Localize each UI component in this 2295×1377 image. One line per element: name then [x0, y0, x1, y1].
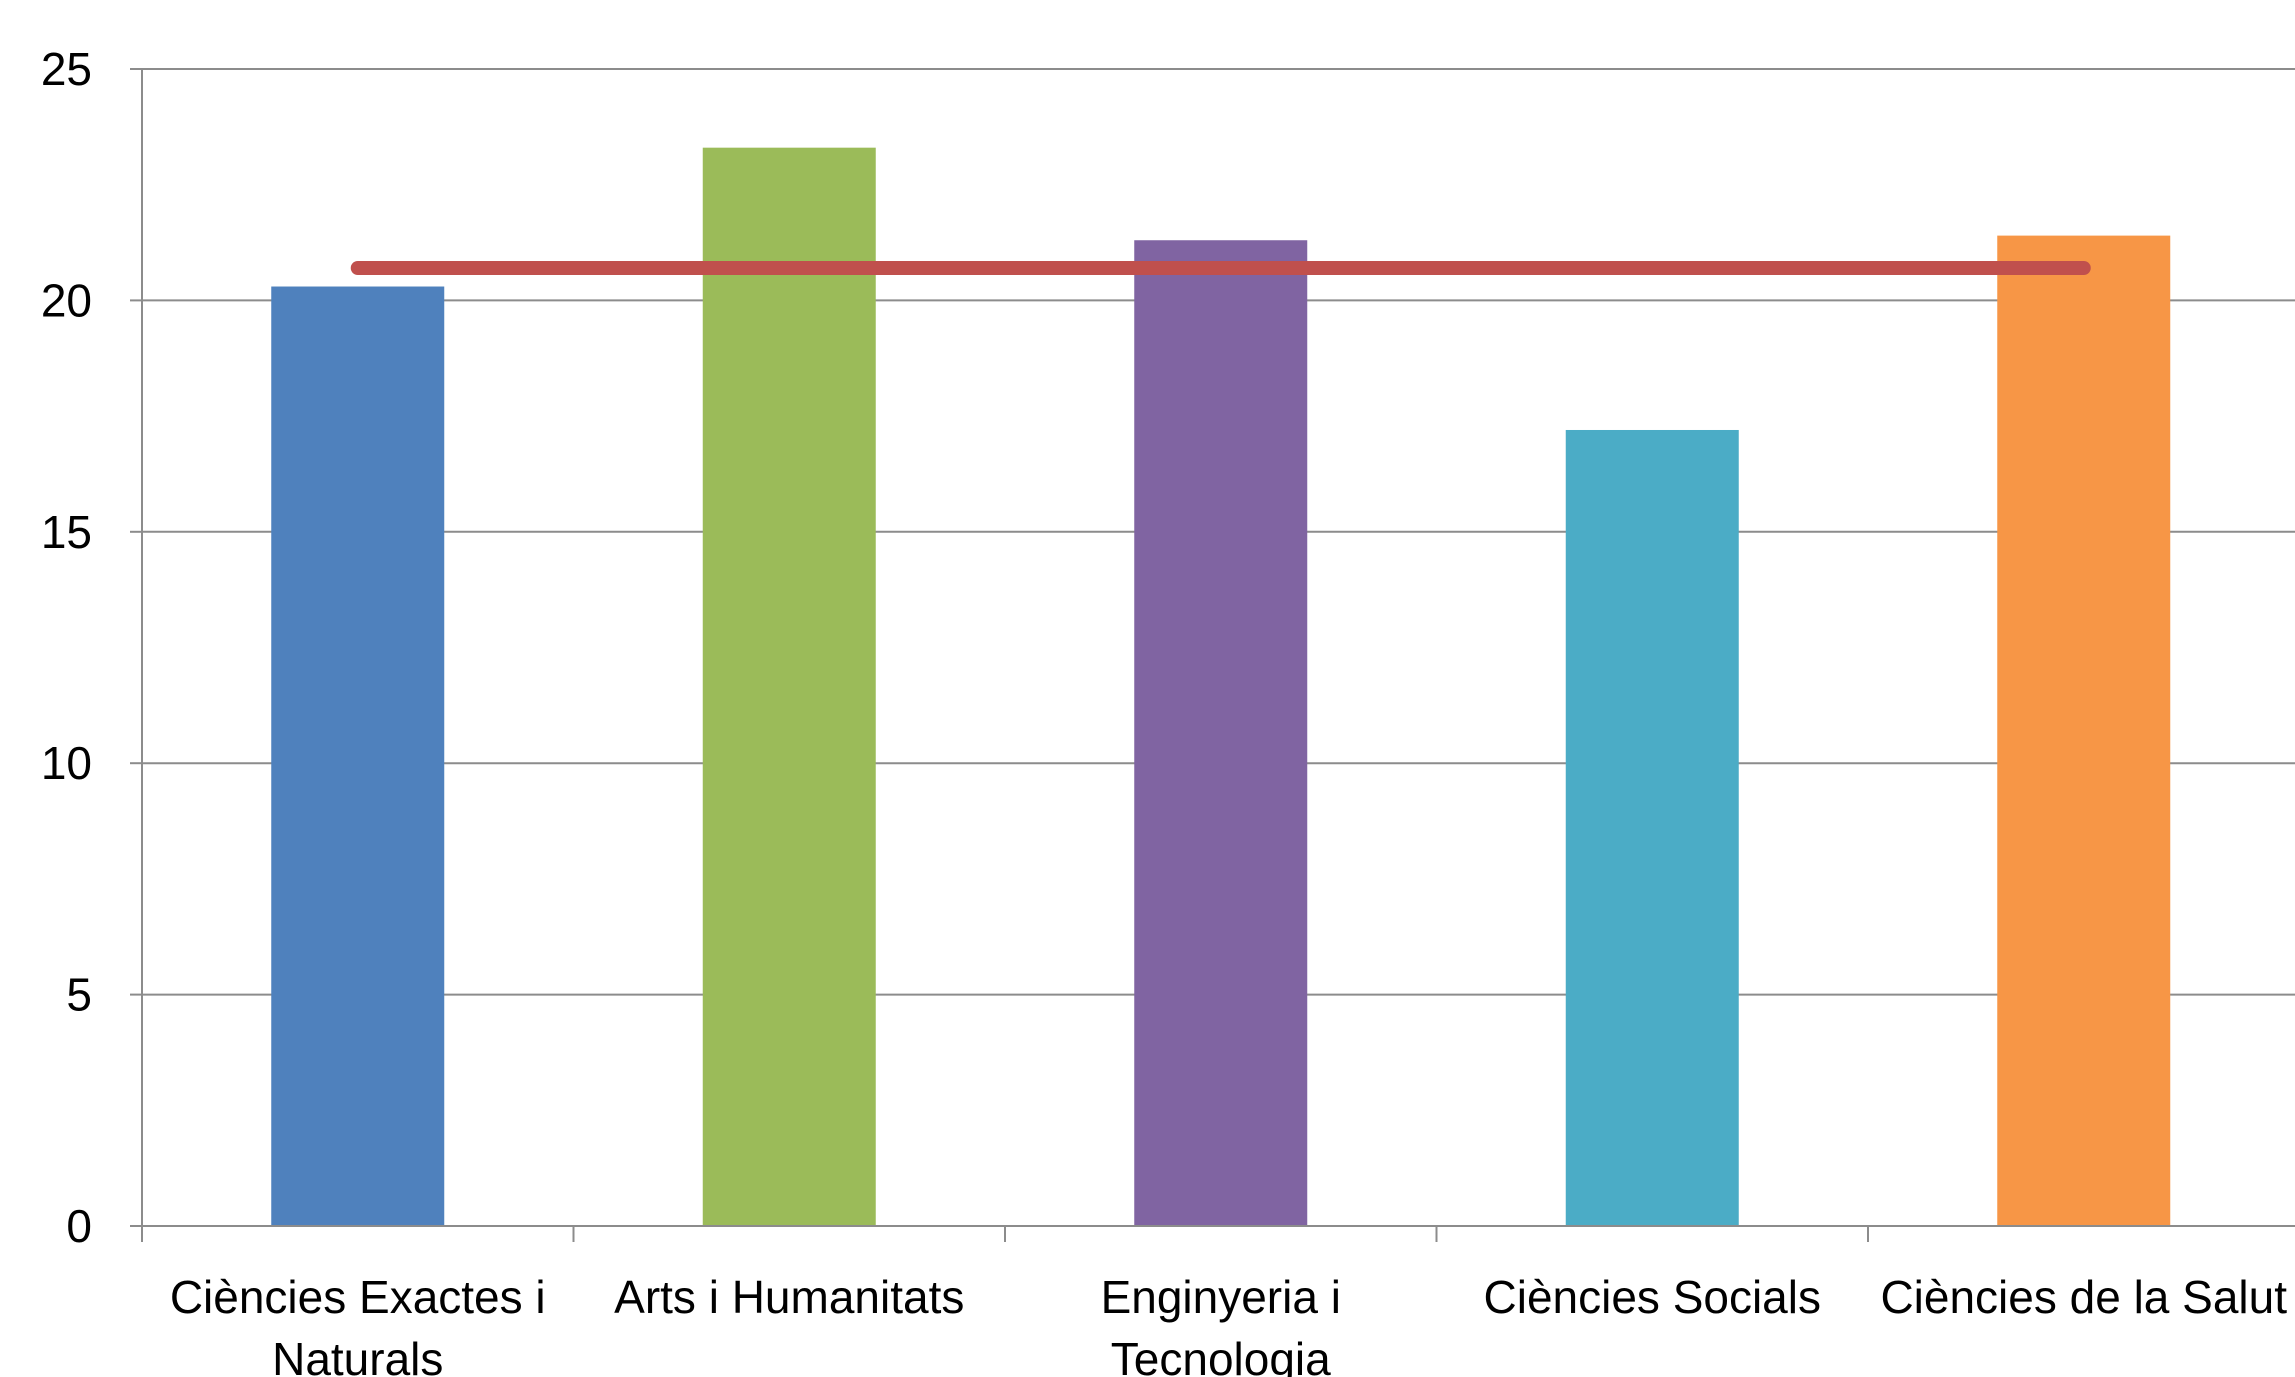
x-category-label: Ciències de la Salut — [1880, 1271, 2287, 1323]
x-category-label: Enginyeria i Tecnologia — [1101, 1271, 1341, 1377]
x-category-label-line: Ciències Socials — [1484, 1271, 1821, 1323]
category-labels: Ciències Exactes i Naturals Arts i Humanit… — [170, 1271, 2287, 1377]
bar — [1565, 429, 1739, 1226]
bars — [271, 147, 2171, 1227]
y-tick-labels: 0 5 10 15 20 25 — [41, 43, 92, 1252]
axes — [130, 68, 2295, 1242]
y-tick-label: 0 — [66, 1200, 92, 1252]
x-category-label-line: Ciències de la Salut — [1880, 1271, 2287, 1323]
x-category-label-line: Naturals — [272, 1333, 443, 1377]
x-category-label: Ciències Socials — [1484, 1271, 1821, 1323]
x-category-label-line: Ciències Exactes i — [170, 1271, 546, 1323]
x-category-label-line: Enginyeria i — [1101, 1271, 1341, 1323]
bar — [1134, 240, 1308, 1227]
x-category-label-line: Tecnologia — [1111, 1333, 1331, 1377]
x-category-label-line: Arts i Humanitats — [614, 1271, 964, 1323]
x-category-label: Ciències Exactes i Naturals — [170, 1271, 546, 1377]
y-tick-label: 15 — [41, 506, 92, 558]
y-tick-label: 20 — [41, 274, 92, 326]
bar — [1997, 235, 2171, 1226]
bar — [271, 286, 445, 1226]
y-tick-label: 10 — [41, 737, 92, 789]
bar — [702, 147, 876, 1226]
y-tick-label: 5 — [66, 969, 92, 1021]
y-tick-label: 25 — [41, 43, 92, 95]
x-category-label: Arts i Humanitats — [614, 1271, 964, 1323]
